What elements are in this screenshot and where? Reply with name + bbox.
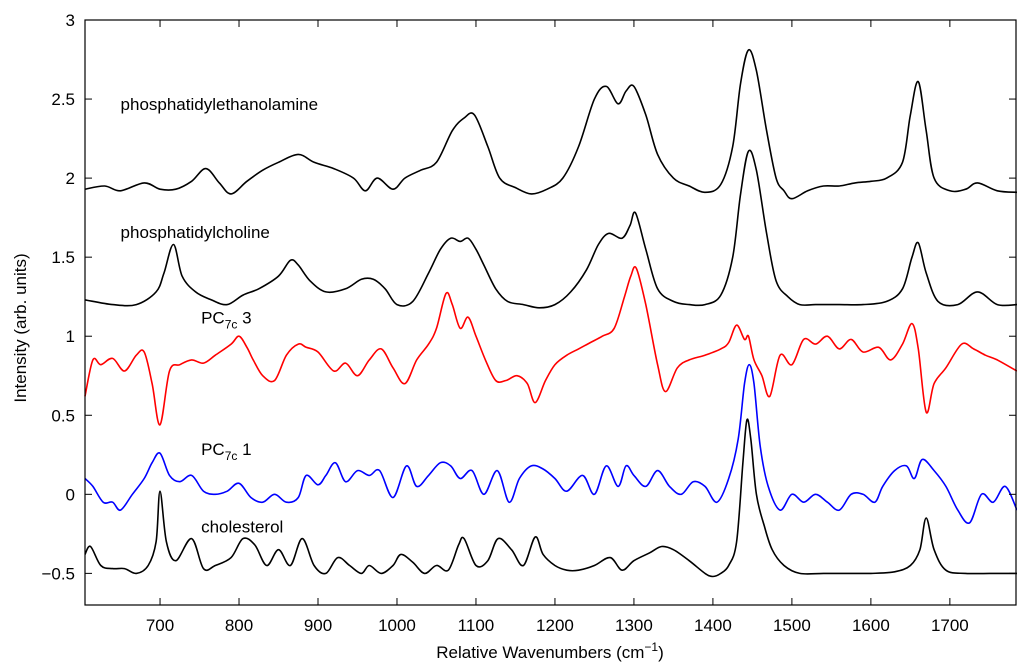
y-axis-title-group: Intensity (arb. units)	[11, 253, 30, 402]
x-tick-label: 800	[225, 616, 253, 635]
series-line-4	[84, 418, 1017, 578]
series-label-4: cholesterol	[201, 517, 283, 536]
y-tick-label: 1.5	[51, 248, 75, 267]
x-axis-title: Relative Wavenumbers (cm−1)	[436, 640, 664, 662]
series-labels: phosphatidylethanolamine phosphatidylchol…	[121, 95, 319, 536]
series-line-3	[84, 363, 1017, 525]
x-tick-label: 1500	[773, 616, 811, 635]
series-label-0: phosphatidylethanolamine	[121, 95, 319, 114]
y-tick-label: 1	[66, 327, 75, 346]
y-tick-label: 2.5	[51, 90, 75, 109]
x-tick-label: 1600	[852, 616, 890, 635]
x-tick-label: 1200	[536, 616, 574, 635]
series-label-3: PC7c 1	[201, 440, 252, 463]
y-tick-label: 0.5	[51, 406, 75, 425]
x-tick-label: 700	[146, 616, 174, 635]
y-tick-label: 3	[66, 11, 75, 30]
x-tick-label: 1700	[931, 616, 969, 635]
axes-frame	[84, 19, 1017, 606]
axes: 700 800 900 1000 1100 1200 1300 1400 1500 1600 170…	[41, 11, 1017, 635]
series-line-0	[84, 48, 1017, 200]
x-tick-label: 1100	[458, 616, 495, 635]
series-line-2	[84, 265, 1017, 426]
x-tick-label: 1000	[378, 616, 416, 635]
x-tick-label: 1300	[615, 616, 653, 635]
y-axis-title: Intensity (arb. units)	[11, 253, 30, 402]
plot-area	[84, 48, 1017, 578]
x-tick-label: 900	[304, 616, 332, 635]
y-tick-label: 0	[66, 485, 75, 504]
y-tick-label: −0.5	[41, 564, 75, 583]
y-tick-label: 2	[66, 169, 75, 188]
series-line-1	[84, 149, 1017, 309]
series-label-2: PC7c 3	[201, 309, 252, 332]
series-label-1: phosphatidylcholine	[121, 223, 270, 242]
x-tick-label: 1400	[694, 616, 732, 635]
